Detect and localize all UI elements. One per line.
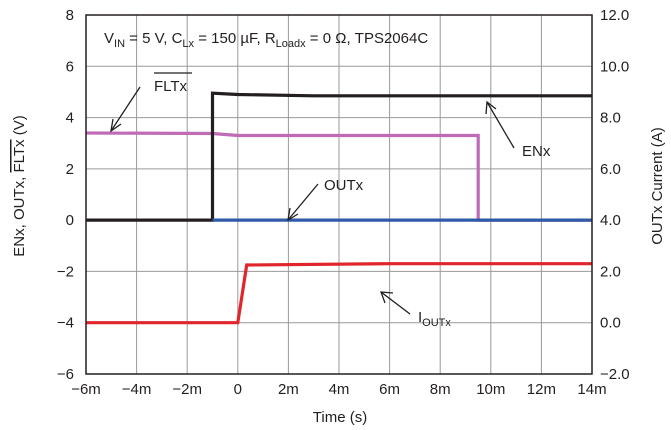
annotation-enx-arrow xyxy=(486,101,515,149)
y-tick-labels: −6 −4 −2 0 2 4 6 8 xyxy=(57,7,74,383)
annotation-ioutx: IOUTx xyxy=(380,291,451,329)
y-tick-label: 8 xyxy=(66,7,74,24)
x-tick-label: 2m xyxy=(278,381,299,398)
x-tick-label: −2m xyxy=(172,381,202,398)
series-ioutx xyxy=(86,262,592,325)
annotation-ioutx-arrow xyxy=(380,291,411,315)
chart-title: VIN = 5 V, CLx = 150 µF, RLoadx = 0 Ω, T… xyxy=(104,30,428,50)
grid-lines xyxy=(86,15,592,374)
y2-tick-label: 12.0 xyxy=(600,7,629,24)
annotation-outx-arrow xyxy=(287,183,319,221)
y2-tick-label: 2.0 xyxy=(600,263,621,280)
y2-tick-label: −2.0 xyxy=(600,366,630,383)
y2-tick-label: 10.0 xyxy=(600,58,629,75)
y2-tick-label: 0.0 xyxy=(600,315,621,332)
x-axis-title: Time (s) xyxy=(313,409,367,426)
x-tick-label: 0 xyxy=(234,381,242,398)
y2-axis-title: OUTx Current (A) xyxy=(649,127,666,245)
x-tick-label: 10m xyxy=(476,381,505,398)
y-tick-label: 4 xyxy=(66,110,74,127)
y-tick-label: −6 xyxy=(57,366,74,383)
x-tick-label: 14m xyxy=(577,381,606,398)
x-tick-labels: −6m −4m −2m 0 2m 4m 6m 8m 10m 12m 14m xyxy=(71,381,606,398)
y-tick-label: −2 xyxy=(57,263,74,280)
annotation-enx: ENx xyxy=(485,100,551,160)
y-tick-label: 0 xyxy=(66,212,74,229)
y2-tick-labels: −2.0 0.0 2.0 4.0 6.0 8.0 10.0 12.0 xyxy=(600,7,630,383)
y2-tick-label: 6.0 xyxy=(600,161,621,178)
x-tick-label: −6m xyxy=(71,381,101,398)
y-tick-label: 6 xyxy=(66,58,74,75)
annotation-ioutx-arrowhead xyxy=(380,291,394,304)
x-tick-label: 6m xyxy=(379,381,400,398)
y-axis-title: ENx, OUTx, FLTx (V) xyxy=(11,115,28,256)
annotation-fltx-arrowhead xyxy=(110,118,122,133)
annotation-fltx: FLTx xyxy=(110,72,192,133)
annotation-outx-label: OUTx xyxy=(324,177,364,194)
annotation-outx-arrowhead xyxy=(287,207,299,222)
annotation-enx-label: ENx xyxy=(522,143,551,160)
annotation-enx-arrowhead xyxy=(485,100,497,115)
plot-frame xyxy=(85,14,593,375)
x-tick-label: 8m xyxy=(430,381,451,398)
y2-tick-label: 4.0 xyxy=(600,212,621,229)
annotation-outx: OUTx xyxy=(287,177,364,222)
series-enx xyxy=(86,91,592,222)
y2-tick-label: 8.0 xyxy=(600,110,621,127)
y-tick-label: −4 xyxy=(57,315,74,332)
annotation-fltx-label: FLTx xyxy=(154,78,188,95)
annotation-ioutx-label: IOUTx xyxy=(418,309,451,329)
x-tick-label: 4m xyxy=(329,381,350,398)
x-tick-label: 12m xyxy=(527,381,556,398)
y-tick-label: 2 xyxy=(66,161,74,178)
annotation-fltx-arrow xyxy=(110,86,141,132)
data-series xyxy=(85,91,592,325)
x-tick-label: −4m xyxy=(122,381,152,398)
